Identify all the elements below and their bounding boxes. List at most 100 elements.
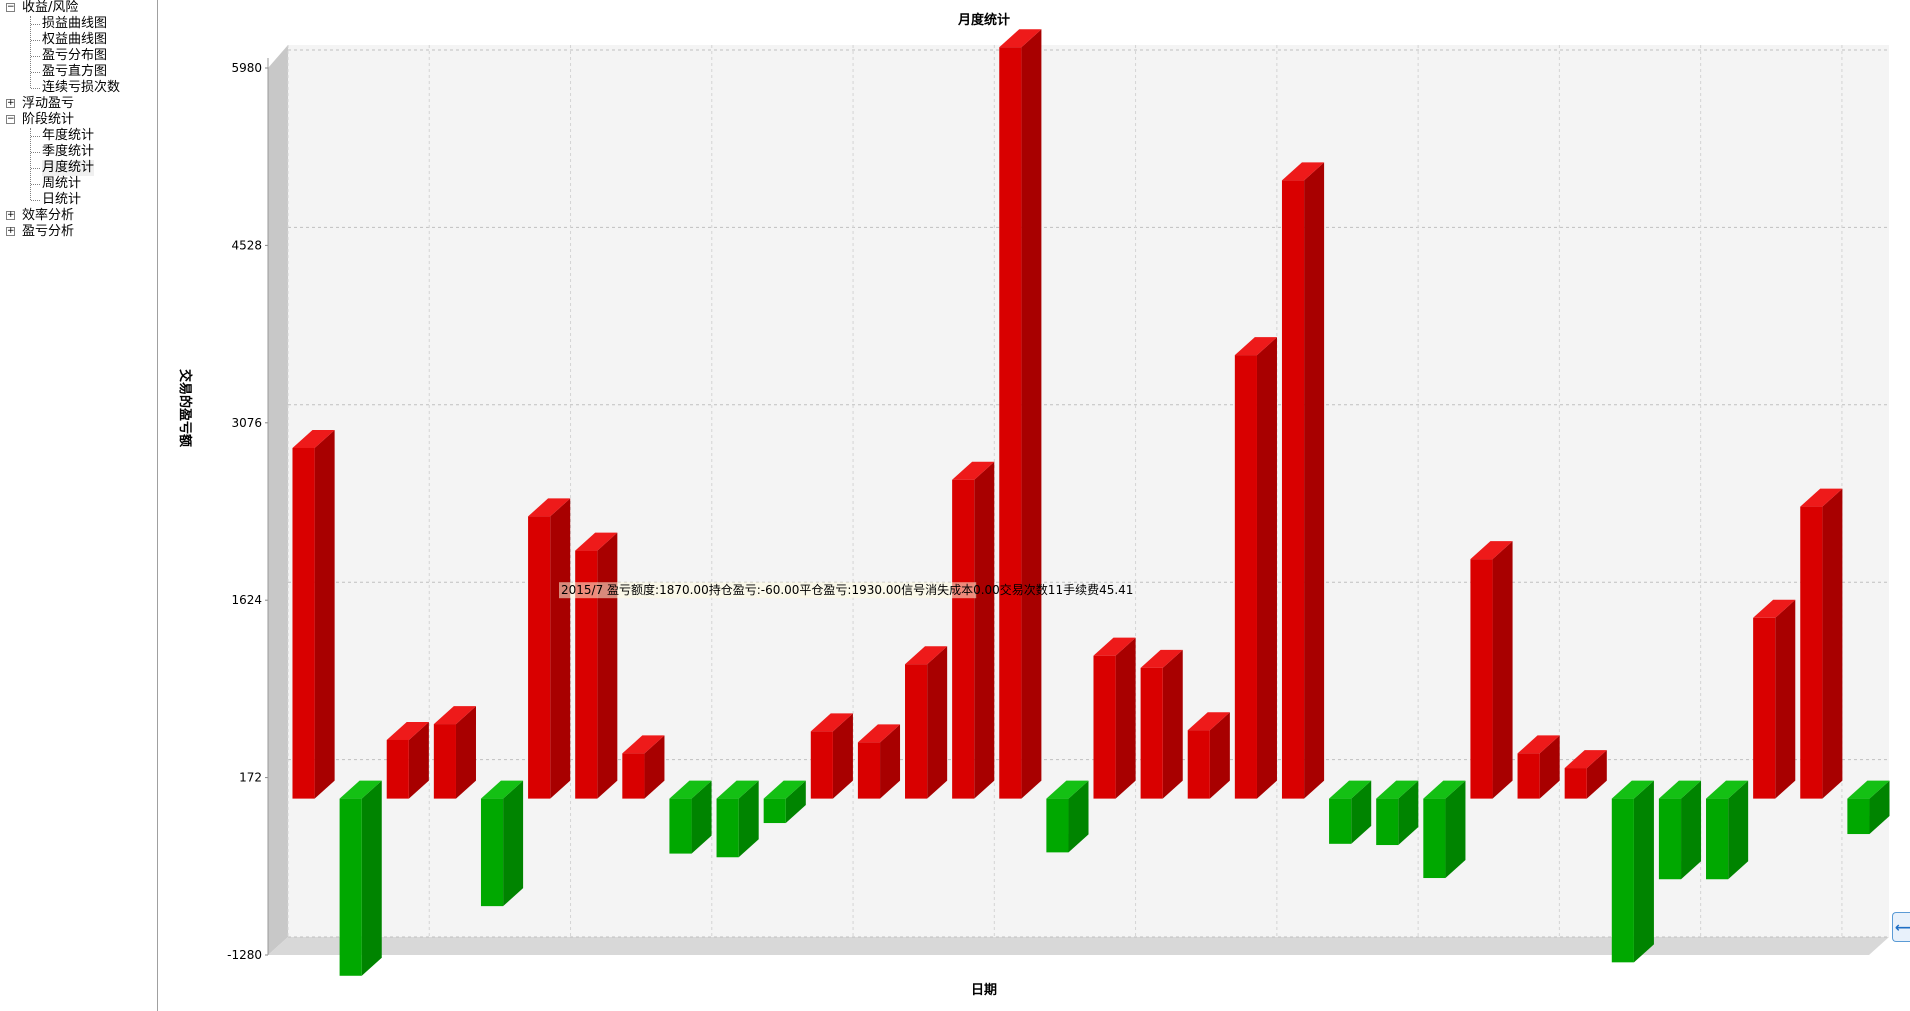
bar-side — [408, 721, 429, 799]
tooltip-background — [559, 582, 977, 599]
tree-item[interactable]: 日统计 — [42, 192, 82, 207]
expand-icon[interactable]: + — [6, 98, 15, 108]
tree-connector — [31, 24, 40, 25]
bar-side — [927, 646, 948, 799]
bar-side — [1822, 488, 1843, 799]
bar — [716, 798, 739, 858]
tree-group-1[interactable]: 浮动盈亏 — [22, 96, 75, 111]
tooltip-text: 2015/7 盈亏额度:1870.00持仓盈亏:-60.00平仓盈亏:1930.… — [561, 582, 1133, 597]
tree-item[interactable]: 盈亏直方图 — [42, 64, 108, 79]
bar — [1140, 667, 1163, 799]
bar-side — [455, 706, 476, 799]
collapse-panel-button[interactable]: ⟵ — [1892, 912, 1910, 942]
bar — [1046, 798, 1069, 853]
bar-top — [1753, 599, 1796, 618]
bar-top — [528, 498, 571, 517]
bar-top — [386, 721, 429, 740]
bar-top — [999, 29, 1042, 48]
bar — [622, 753, 645, 799]
tree-connector — [31, 72, 40, 73]
bar-side — [1492, 541, 1513, 799]
bar-top — [1281, 162, 1325, 181]
bar-side — [1681, 780, 1702, 880]
bar — [669, 798, 692, 854]
bar-side — [785, 780, 806, 824]
bar-side — [503, 780, 524, 907]
plot-left-wall — [268, 45, 288, 955]
bar — [292, 447, 315, 799]
bar-top — [1470, 541, 1513, 560]
bar — [763, 798, 786, 824]
bar-side — [644, 735, 665, 799]
bar-side — [1586, 750, 1607, 799]
tree-item[interactable]: 盈亏分布图 — [42, 48, 108, 63]
tree-connector — [30, 128, 31, 200]
bar — [857, 742, 881, 799]
bar-top — [339, 780, 382, 799]
bar-side — [974, 461, 995, 799]
bar-top — [669, 780, 712, 799]
bar — [1517, 753, 1540, 799]
arrow-left-icon: ⟵ — [1895, 920, 1910, 936]
bar — [905, 664, 928, 799]
bar-side — [832, 713, 853, 799]
expand-icon[interactable]: + — [6, 226, 15, 236]
bar-side — [1304, 162, 1325, 799]
bar-top — [1611, 780, 1654, 799]
tree-connector — [31, 184, 40, 185]
bar — [433, 724, 456, 799]
tree-group-4[interactable]: 盈亏分析 — [22, 224, 75, 239]
bar-top — [1517, 735, 1560, 754]
tree-connector — [30, 16, 31, 88]
bar-side — [1869, 780, 1890, 835]
bar-side — [1021, 29, 1042, 799]
tree-item[interactable]: 季度统计 — [42, 144, 95, 159]
collapse-icon[interactable]: − — [6, 2, 15, 12]
bar — [1376, 798, 1399, 846]
bar — [1847, 798, 1870, 835]
tree-group-2[interactable]: 阶段统计 — [22, 112, 75, 127]
bar — [1234, 355, 1257, 799]
bar-top — [763, 780, 806, 799]
bar-top — [1187, 712, 1230, 731]
tree-item[interactable]: 周统计 — [42, 176, 82, 191]
bar-side — [597, 532, 618, 799]
y-axis-label: 交易的盈亏额 — [177, 369, 193, 447]
tree-item[interactable]: 连续亏损次数 — [42, 80, 121, 95]
bar-top — [575, 532, 618, 551]
bar-top — [622, 735, 665, 754]
tree-item[interactable]: 损益曲线图 — [42, 16, 108, 31]
y-tick-label: 4528 — [231, 238, 262, 252]
tree-item[interactable]: 权益曲线图 — [42, 32, 108, 47]
bar-top — [1093, 637, 1136, 656]
tree-item[interactable]: 年度统计 — [42, 128, 95, 143]
tree-connector — [31, 200, 40, 201]
bar-side — [1728, 780, 1749, 880]
bar — [1564, 768, 1587, 799]
bar-side — [314, 429, 335, 799]
bar-top — [1046, 780, 1089, 799]
bar-top — [952, 461, 995, 480]
bar — [1281, 180, 1305, 799]
bar-top — [433, 706, 476, 725]
bar — [810, 731, 833, 799]
bar-top — [1658, 780, 1702, 799]
bar — [1187, 730, 1210, 799]
tree-group-0[interactable]: 收益/风险 — [22, 0, 79, 15]
bar-side — [550, 498, 571, 799]
bar — [1658, 798, 1682, 880]
bar-side — [880, 724, 901, 799]
bar-top — [1706, 780, 1749, 799]
tree-item[interactable]: 月度统计 — [42, 160, 95, 176]
tree-connector — [31, 88, 40, 89]
tree-connector — [31, 136, 40, 137]
tree-group-3[interactable]: 效率分析 — [22, 208, 75, 223]
bar-side — [738, 780, 759, 858]
expand-icon[interactable]: + — [6, 210, 15, 220]
bar-top — [905, 646, 948, 665]
plot-floor — [268, 937, 1889, 955]
collapse-icon[interactable]: − — [6, 114, 15, 124]
tree-connector — [31, 40, 40, 41]
navigation-tree: 收益/风险 − 损益曲线图 权益曲线图 盈亏分布图 盈亏直方图 连续亏损次数 浮动盈亏 + 阶段统… — [0, 0, 158, 1011]
y-tick-label: 5980 — [231, 61, 262, 75]
